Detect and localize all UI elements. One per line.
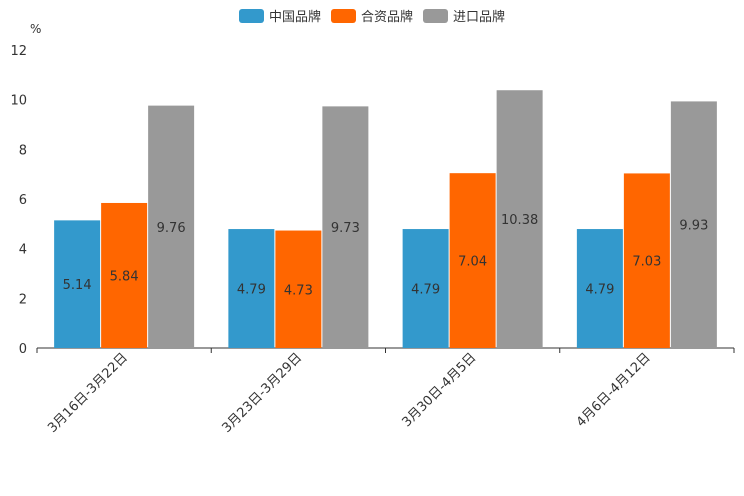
x-category-label: 3月16日-3月22日 [45, 350, 131, 436]
legend-swatch-china-brand [238, 8, 264, 23]
legend-label-china-brand: 中国品牌 [268, 10, 321, 25]
y-axis-unit-label: % [30, 22, 41, 36]
bar-joint-venture-brand[interactable] [623, 173, 670, 348]
bar-import-brand[interactable] [670, 101, 717, 348]
bar-joint-venture-brand[interactable] [449, 173, 496, 348]
x-category-label: 3月23日-3月29日 [219, 350, 305, 436]
data-label: 5.84 [110, 269, 139, 284]
data-label: 9.93 [679, 219, 708, 234]
bar-import-brand[interactable] [322, 106, 369, 348]
y-tick-label: 6 [19, 193, 27, 208]
x-category-label: 4月6日-4月12日 [574, 350, 654, 430]
data-label: 9.73 [331, 221, 360, 236]
y-tick-label: 10 [10, 94, 27, 109]
bar-import-brand[interactable] [496, 90, 543, 348]
bar-joint-venture-brand[interactable] [101, 202, 148, 348]
bar-china-brand[interactable] [402, 229, 449, 348]
bar-china-brand[interactable] [576, 229, 623, 348]
bar-import-brand[interactable] [148, 105, 195, 348]
data-label: 4.79 [585, 283, 614, 298]
data-label: 7.03 [632, 255, 661, 270]
bar-china-brand[interactable] [54, 220, 101, 348]
legend-label-joint-venture-brand: 合资品牌 [360, 10, 413, 25]
bar-joint-venture-brand[interactable] [275, 230, 322, 348]
data-label: 4.79 [411, 283, 440, 298]
y-tick-label: 8 [19, 143, 27, 158]
y-tick-label: 12 [10, 44, 27, 59]
data-label: 10.38 [501, 213, 538, 228]
y-tick-label: 0 [19, 342, 27, 357]
data-label: 5.14 [63, 278, 92, 293]
data-label: 9.76 [157, 221, 186, 236]
legend-item-import-brand[interactable]: 进口品牌 [423, 6, 505, 25]
y-tick-label: 4 [19, 243, 27, 258]
data-label: 4.73 [284, 283, 313, 298]
data-label: 4.79 [237, 283, 266, 298]
legend-swatch-import-brand [423, 8, 448, 23]
chart-legend: 中国品牌 合资品牌 进口品牌 [0, 6, 744, 25]
x-category-label: 3月30日-4月5日 [400, 350, 480, 430]
legend-item-joint-venture-brand[interactable]: 合资品牌 [330, 6, 413, 25]
legend-swatch-joint-venture-brand [330, 8, 356, 23]
legend-label-import-brand: 进口品牌 [453, 10, 506, 25]
data-label: 7.04 [458, 255, 487, 270]
y-tick-label: 2 [19, 292, 27, 307]
legend-item-china-brand[interactable]: 中国品牌 [238, 6, 321, 25]
bar-china-brand[interactable] [228, 229, 275, 348]
